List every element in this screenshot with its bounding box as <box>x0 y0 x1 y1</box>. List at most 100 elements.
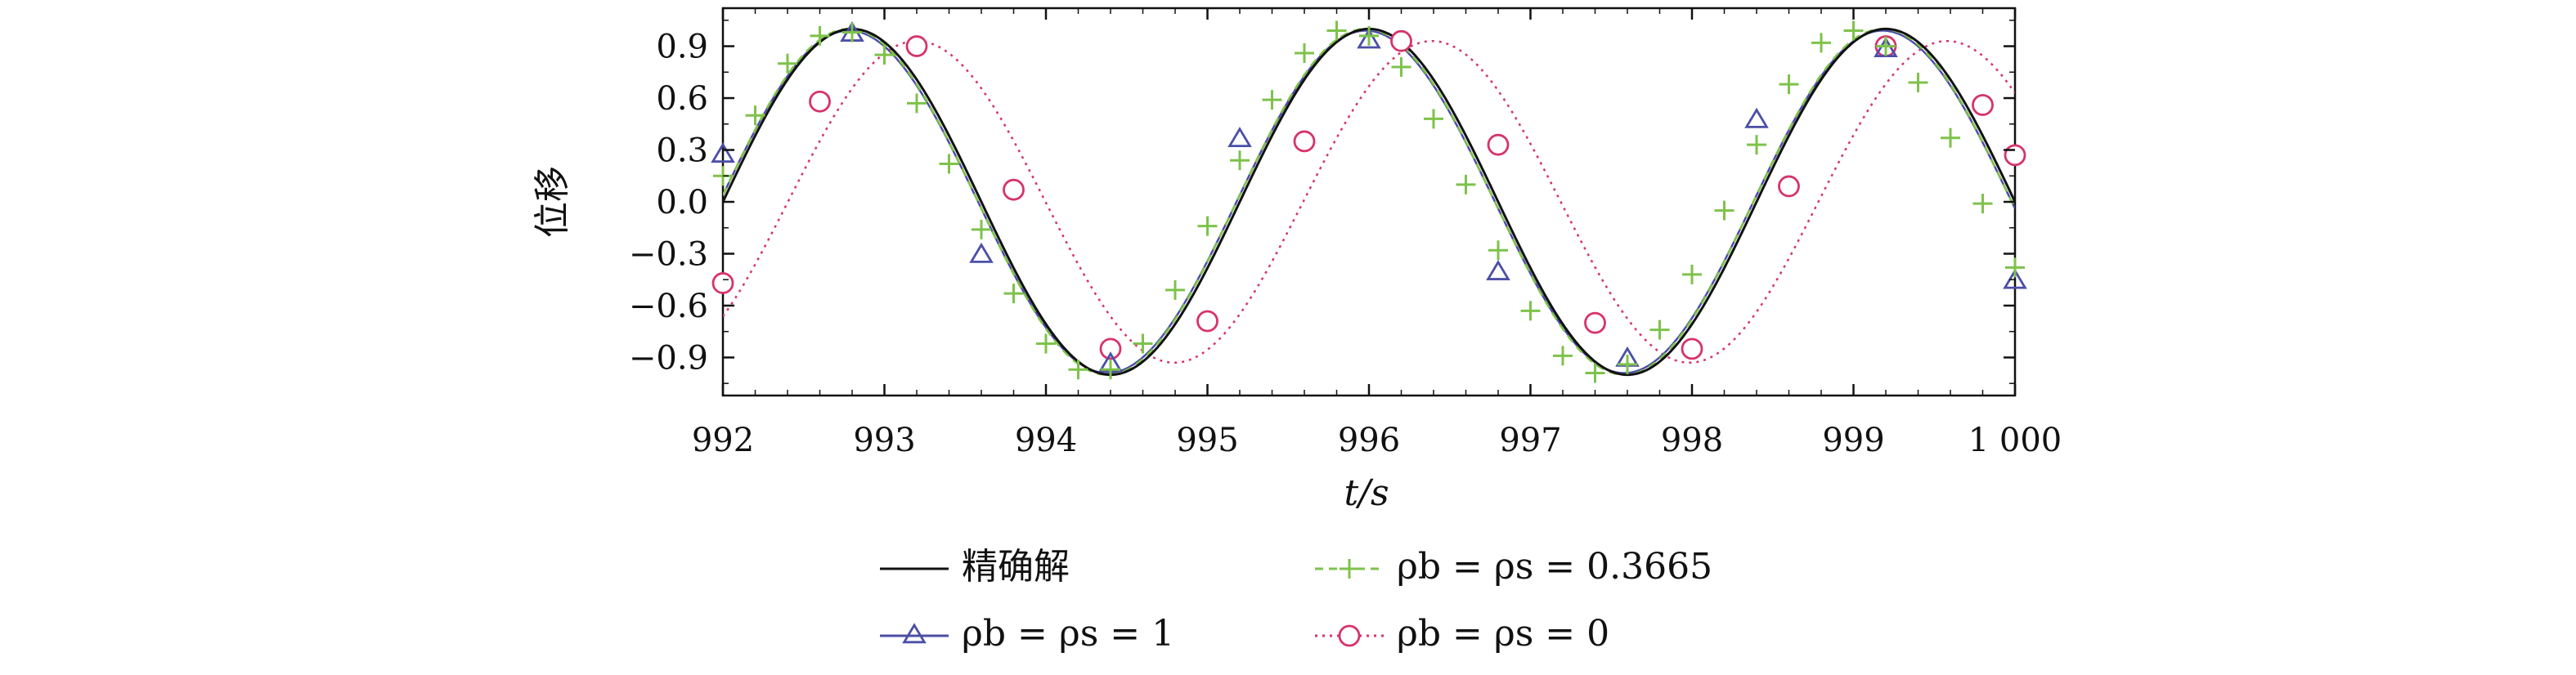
legend-item-1: ρb = ρs = 1 <box>880 613 1174 655</box>
axes-layer <box>721 7 2017 397</box>
legend-marker-1 <box>902 623 927 644</box>
x-tick-label: 1 000 <box>1968 422 2062 459</box>
marker-circle-3 <box>1487 133 1510 156</box>
marker-plus-2 <box>2005 257 2025 278</box>
marker-plus-2 <box>1649 320 1670 340</box>
marker-plus-2 <box>745 105 765 126</box>
marker-plus-2 <box>1779 74 1799 95</box>
legend-marker-2 <box>1340 559 1359 579</box>
marker-triangle-1 <box>711 142 735 163</box>
legend-item-0: 精确解 <box>880 546 1070 588</box>
marker-plus-2 <box>939 154 959 174</box>
marker-plus-2 <box>1456 174 1476 194</box>
marker-plus-2 <box>810 25 830 46</box>
marker-plus-2 <box>1714 200 1735 221</box>
series-line-3 <box>723 39 2015 364</box>
marker-plus-2 <box>1618 354 1637 374</box>
marker-plus-2 <box>842 22 862 42</box>
marker-plus-2 <box>1003 284 1024 304</box>
x-tick-label: 994 <box>1015 422 1077 459</box>
marker-circle-3 <box>1099 338 1122 360</box>
marker-plus-2 <box>1682 264 1702 284</box>
marker-plus-2 <box>1295 43 1314 64</box>
y-tick-label: −0.9 <box>629 339 708 377</box>
marker-plus-2 <box>1424 109 1443 129</box>
marker-plus-2 <box>1326 20 1347 41</box>
marker-plus-2 <box>1101 360 1120 380</box>
marker-circle-3 <box>2004 144 2026 167</box>
x-tick-label: 993 <box>853 422 915 459</box>
marker-plus-2 <box>1876 36 1896 56</box>
y-axis-title: 位移 <box>532 166 573 238</box>
marker-plus-2 <box>1843 20 1864 41</box>
legend: 精确解 ρb = ρs = 1 ρb = ρs = 0.3665 ρb = ρs = … <box>880 546 1712 655</box>
marker-triangle-1 <box>1357 28 1381 49</box>
marker-plus-2 <box>1359 25 1379 46</box>
y-tick-label: 0.3 <box>656 132 708 170</box>
marker-plus-2 <box>1488 240 1508 261</box>
x-axis-title: t/s <box>1344 472 1389 514</box>
marker-plus-2 <box>1230 150 1250 171</box>
series-line-0 <box>723 27 2015 377</box>
legend-label-1: ρb = ρs = 1 <box>962 613 1174 655</box>
marker-plus-2 <box>972 219 991 239</box>
marker-circle-3 <box>1390 29 1412 52</box>
curves-layer <box>723 27 2015 377</box>
legend-item-2: ρb = ρs = 0.3665 <box>1315 546 1712 588</box>
legend-label-2: ρb = ρs = 0.3665 <box>1397 546 1712 588</box>
marker-plus-2 <box>778 53 797 74</box>
marker-plus-2 <box>907 93 927 114</box>
marker-circle-3 <box>809 90 831 113</box>
marker-circle-3 <box>1584 311 1606 334</box>
ticks-layer: 992 993 994 995 996 997 998 999 1 000 0.9 0.6 0.3 0.… <box>629 8 2062 459</box>
marker-triangle-1 <box>969 242 994 263</box>
marker-triangle-1 <box>1227 127 1252 148</box>
marker-plus-2 <box>874 45 895 65</box>
marker-circle-3 <box>1003 178 1025 201</box>
markers-layer <box>711 20 2027 383</box>
marker-plus-2 <box>1941 127 1960 148</box>
marker-triangle-1 <box>1486 260 1510 280</box>
y-tick-label: −0.6 <box>629 288 708 325</box>
x-tick-label: 999 <box>1822 422 1884 459</box>
x-tick-label: 997 <box>1499 422 1561 459</box>
marker-triangle-1 <box>1744 107 1769 128</box>
marker-plus-2 <box>1747 135 1766 155</box>
marker-circle-3 <box>1972 94 1994 116</box>
x-tick-label: 998 <box>1661 422 1723 459</box>
marker-circle-3 <box>1681 338 1703 360</box>
marker-plus-2 <box>1165 279 1185 300</box>
marker-triangle-1 <box>1874 37 1898 57</box>
x-tick-label: 996 <box>1338 422 1400 459</box>
x-tick-label: 995 <box>1176 422 1238 459</box>
marker-plus-2 <box>1068 360 1088 380</box>
marker-plus-2 <box>1972 194 1993 214</box>
series-line-1 <box>723 29 2015 374</box>
legend-marker-3 <box>1338 624 1361 647</box>
x-tick-label: 992 <box>692 422 754 459</box>
marker-plus-2 <box>1133 333 1153 354</box>
legend-item-3: ρb = ρs = 0 <box>1315 613 1609 655</box>
marker-plus-2 <box>1036 333 1056 354</box>
marker-plus-2 <box>1391 56 1411 77</box>
marker-plus-2 <box>1262 90 1282 110</box>
marker-circle-3 <box>1293 130 1316 153</box>
y-tick-label: −0.3 <box>629 235 708 273</box>
marker-circle-3 <box>711 272 734 294</box>
marker-plus-2 <box>1908 72 1928 92</box>
marker-plus-2 <box>1553 346 1573 366</box>
marker-circle-3 <box>1778 175 1800 198</box>
plot-frame <box>721 7 2017 397</box>
marker-plus-2 <box>1520 301 1541 321</box>
marker-plus-2 <box>1811 33 1831 53</box>
y-tick-label: 0.0 <box>656 184 708 221</box>
y-tick-label: 0.9 <box>656 29 708 66</box>
y-tick-label: 0.6 <box>656 80 708 118</box>
legend-label-0: 精确解 <box>962 546 1070 588</box>
marker-plus-2 <box>1585 363 1605 383</box>
marker-circle-3 <box>905 35 928 57</box>
marker-plus-2 <box>1197 216 1218 236</box>
marker-circle-3 <box>1196 310 1218 333</box>
